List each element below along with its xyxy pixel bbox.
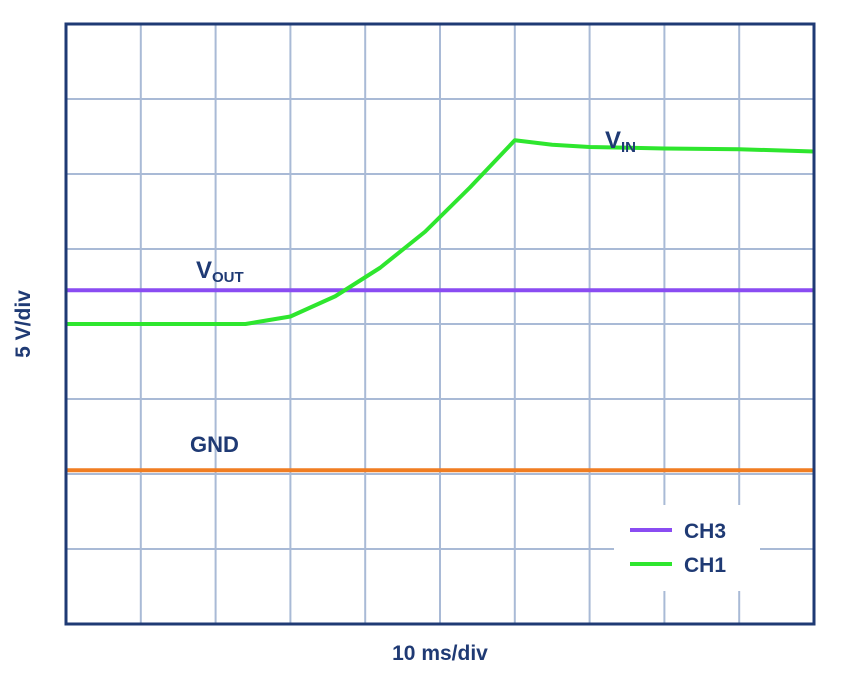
label-vin: VIN <box>605 127 636 156</box>
label-vin-main: V <box>605 127 621 154</box>
legend-label-ch3: CH3 <box>684 520 726 543</box>
plot-frame <box>64 22 816 626</box>
label-gnd: GND <box>190 432 239 457</box>
grid-lines <box>66 24 814 624</box>
label-vin-sub: IN <box>621 139 636 156</box>
label-vout-sub: OUT <box>212 269 244 286</box>
label-vout: VOUT <box>196 257 244 286</box>
legend-label-ch1: CH1 <box>684 554 726 577</box>
legend: CH3 CH1 <box>614 505 760 591</box>
label-vout-main: V <box>196 257 212 284</box>
y-axis-label: 5 V/div <box>12 290 35 358</box>
trace-ch1 <box>66 138 815 326</box>
x-axis-label: 10 ms/div <box>392 642 488 665</box>
traces <box>66 138 815 473</box>
legend-background <box>614 505 760 591</box>
